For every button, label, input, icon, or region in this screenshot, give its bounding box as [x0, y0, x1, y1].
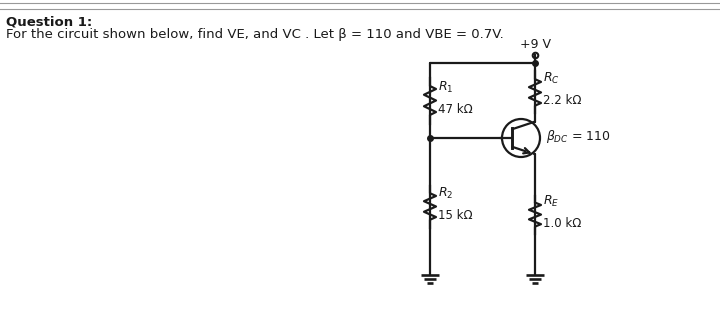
Text: For the circuit shown below, find VE, and VC . Let β = 110 and VBE = 0.7V.: For the circuit shown below, find VE, an…: [6, 28, 504, 41]
Text: +9 V: +9 V: [520, 38, 551, 51]
Text: $R_1$: $R_1$: [438, 79, 454, 94]
Text: $R_E$: $R_E$: [543, 194, 559, 209]
Text: $R_2$: $R_2$: [438, 185, 454, 201]
Text: $R_C$: $R_C$: [543, 71, 559, 86]
Text: 1.0 kΩ: 1.0 kΩ: [543, 216, 581, 230]
Text: $\beta_{DC}$ = 110: $\beta_{DC}$ = 110: [546, 127, 611, 145]
Text: Question 1:: Question 1:: [6, 15, 92, 28]
Text: 2.2 kΩ: 2.2 kΩ: [543, 94, 582, 108]
Text: 15 kΩ: 15 kΩ: [438, 209, 472, 221]
Text: 47 kΩ: 47 kΩ: [438, 103, 473, 116]
